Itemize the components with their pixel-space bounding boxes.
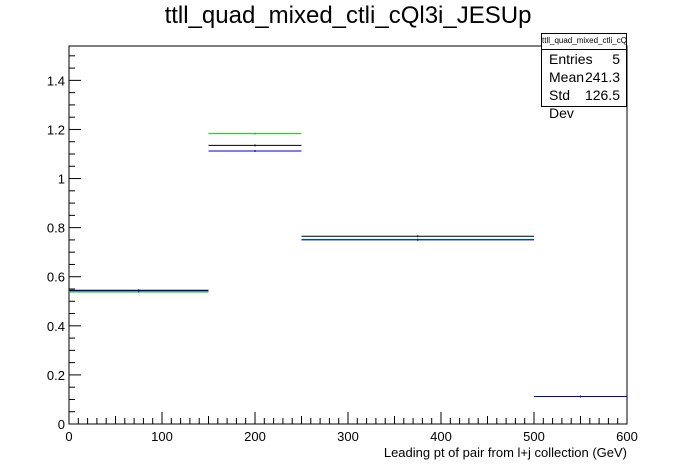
stats-label: Mean [549,69,585,85]
y-tick-label: 0.4 [47,319,65,334]
stats-value: 241.3 [584,69,620,85]
y-tick-label: 1.2 [47,122,65,137]
x-tick-label: 200 [244,429,266,444]
x-tick-label: 400 [430,429,452,444]
y-tick-label: 1.4 [47,73,65,88]
chart-title: ttll_quad_mixed_ctli_cQl3i_JESUp [164,2,532,29]
y-tick-label: 0.8 [47,221,65,236]
y-tick-label: 0.6 [47,270,65,285]
x-axis-label: Leading pt of pair from l+j collection (… [384,445,627,460]
y-tick-label: 0.2 [47,368,65,383]
y-tick-label: 0 [58,417,65,432]
x-tick-label: 500 [523,429,545,444]
stats-row-entries: Entries 5 [542,50,626,68]
stats-row-stddev: Std Dev 126.5 [542,86,626,121]
y-tick-label: 1 [58,172,65,187]
stats-label: Entries [549,51,593,67]
x-tick-label: 0 [65,429,72,444]
stats-box-title: ttll_quad_mixed_ctli_cQl3i_JESUp [542,34,626,50]
x-tick-label: 600 [616,429,638,444]
stats-box: ttll_quad_mixed_ctli_cQl3i_JESUp Entries… [541,33,627,121]
stats-value: 126.5 [584,87,620,103]
stats-value: 5 [612,51,620,67]
x-tick-label: 300 [337,429,359,444]
stats-row-mean: Mean 241.3 [542,68,626,86]
stats-label: Std Dev [549,87,574,121]
x-tick-label: 100 [151,429,173,444]
